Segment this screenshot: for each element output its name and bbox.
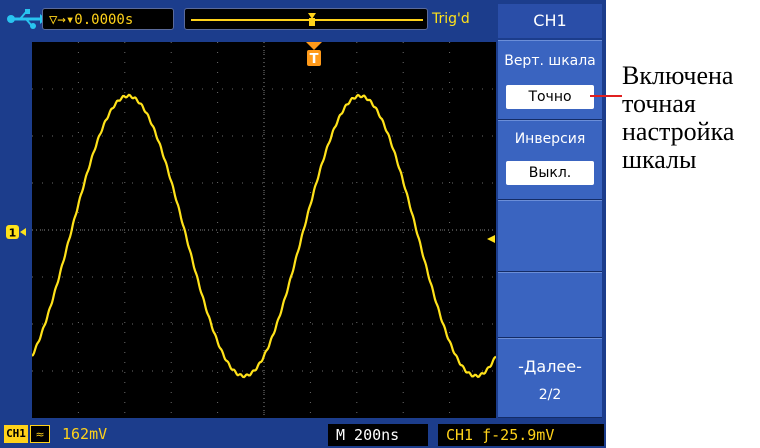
- usb-icon: [7, 9, 46, 29]
- callout-pointer: [590, 95, 622, 97]
- menu-item-label: Верт. шкала: [504, 53, 596, 69]
- menu-page-indicator: 2/2: [538, 387, 562, 403]
- callout-annotation: Включена точная настройка шкалы: [622, 62, 758, 174]
- top-status-bar: ▽→▾0.0000s Trig'd: [0, 4, 606, 34]
- menu-item-label: -Далее-: [518, 357, 582, 376]
- horizontal-position-readout: ▽→▾0.0000s: [42, 8, 174, 30]
- menu-item-empty-1[interactable]: [498, 200, 602, 272]
- trigger-level-marker[interactable]: [484, 232, 498, 246]
- menu-item-value: Точно: [506, 85, 594, 109]
- coupling-icon: ≈: [30, 425, 50, 443]
- menu-item-empty-2[interactable]: [498, 272, 602, 338]
- menu-item-next-page[interactable]: -Далее- 2/2: [498, 338, 602, 418]
- waveform-trace: [32, 93, 496, 379]
- volts-per-div: 162mV: [62, 425, 108, 443]
- callout-line-3: настройка: [622, 117, 735, 146]
- channel1-ground-marker[interactable]: 1: [6, 224, 28, 240]
- trigger-marker-label: T: [310, 52, 319, 67]
- trigger-position-marker[interactable]: T: [303, 40, 325, 70]
- channel-marker-label: 1: [9, 227, 17, 240]
- memory-position-bar: [184, 8, 428, 30]
- waveform-screen: [32, 42, 496, 418]
- bottom-status-bar: CH1 ≈ 162mV M 200ns CH1 ƒ-25.9mV: [0, 422, 606, 448]
- trigger-info: CH1 ƒ-25.9mV: [438, 424, 604, 446]
- menu-item-value: Выкл.: [506, 161, 594, 185]
- callout-line-1: Включена: [622, 61, 734, 90]
- trigger-status: Trig'd: [432, 11, 470, 27]
- time-per-div: M 200ns: [328, 424, 428, 446]
- graticule: [32, 42, 496, 418]
- callout-line-4: шкалы: [622, 145, 697, 174]
- channel-menu: CH1 Верт. шкала Точно Инверсия Выкл. -Да…: [496, 0, 606, 448]
- menu-item-vertical-scale[interactable]: Верт. шкала Точно: [498, 40, 602, 120]
- channel-indicator: CH1: [4, 425, 28, 443]
- menu-item-inversion[interactable]: Инверсия Выкл.: [498, 120, 602, 200]
- menu-item-label: Инверсия: [514, 131, 586, 147]
- menu-title: CH1: [498, 4, 602, 38]
- callout-line-2: точная: [622, 89, 696, 118]
